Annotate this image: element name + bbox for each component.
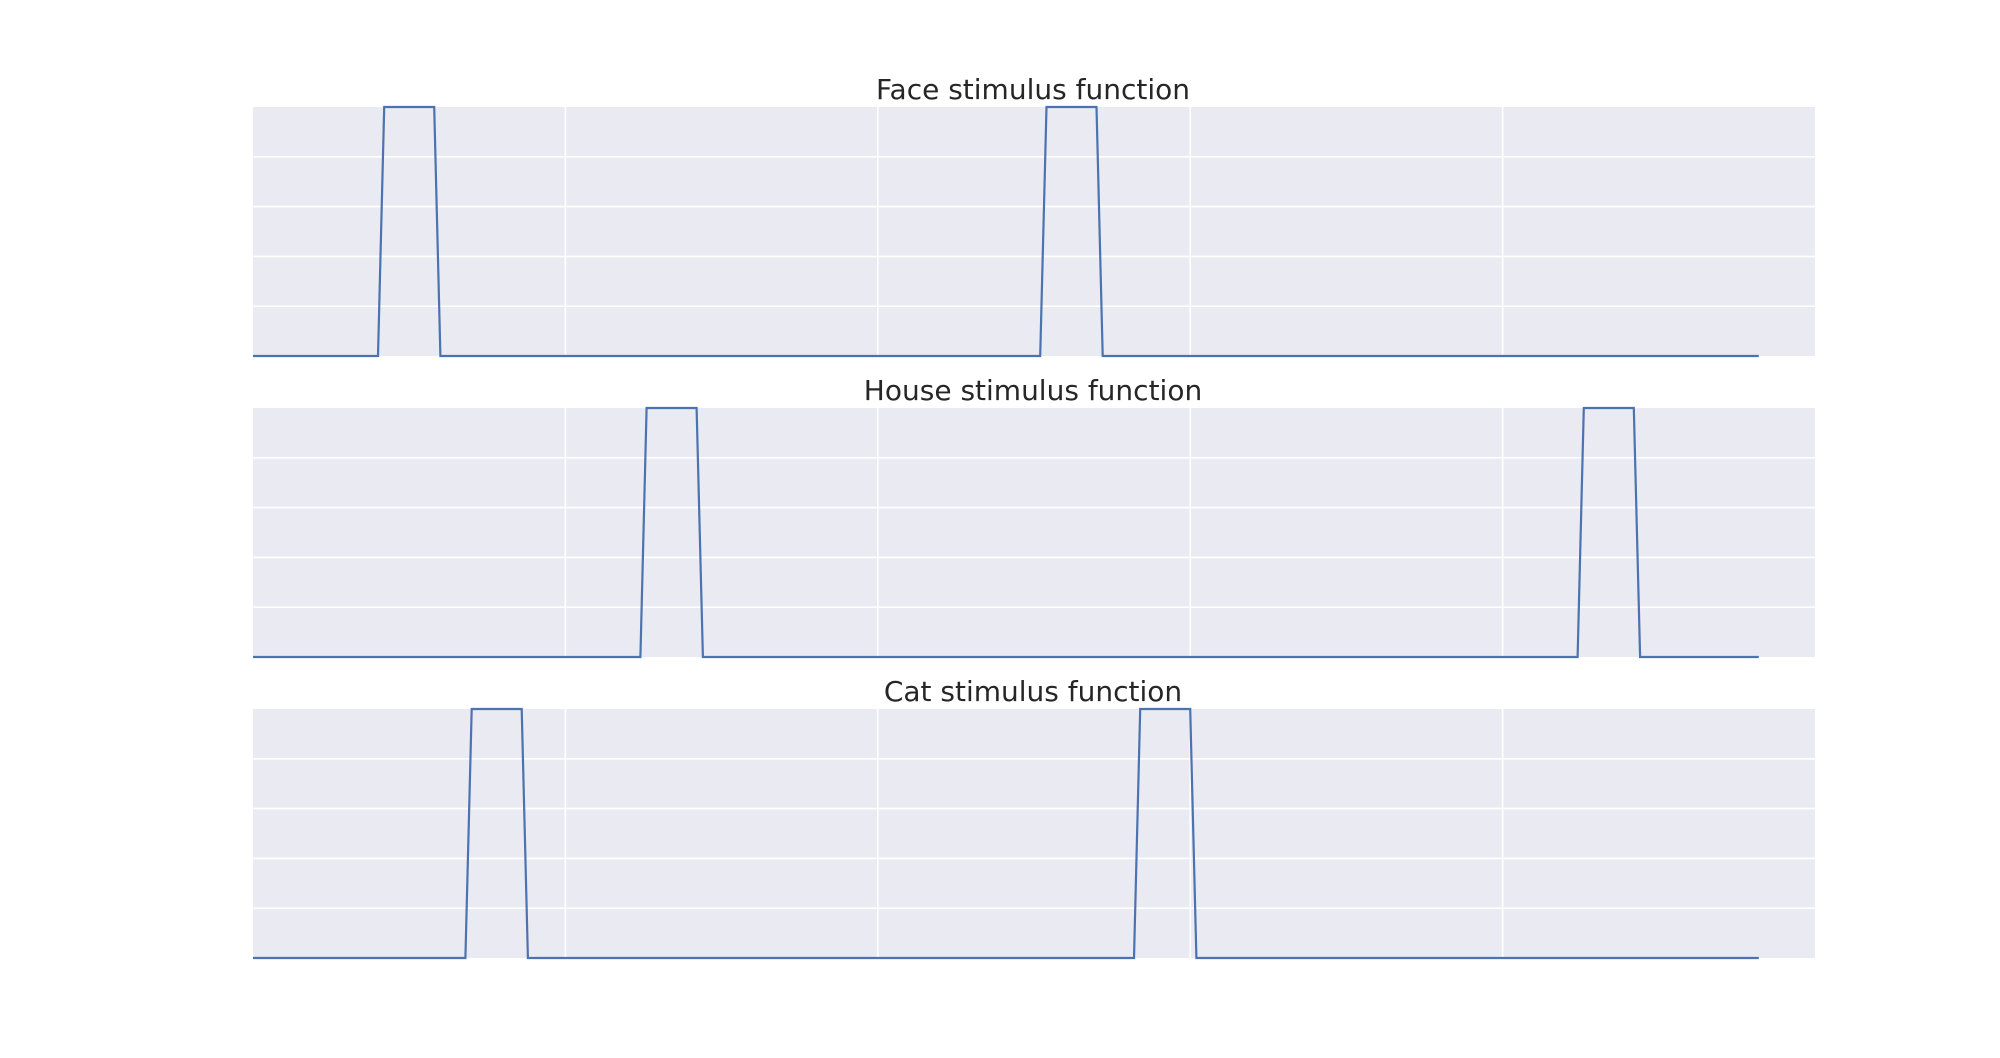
house-gridlines [253, 408, 1815, 657]
house-stimulus-panel: House stimulus function [253, 374, 1815, 659]
house-panel-title: House stimulus function [864, 374, 1202, 407]
cat-gridlines [253, 709, 1815, 958]
face-signal-line [253, 105, 1759, 358]
house-signal-line [253, 406, 1759, 659]
cat-stimulus-panel: Cat stimulus function [253, 675, 1815, 960]
house-axes-background [253, 408, 1815, 657]
face-axes-background [253, 107, 1815, 356]
cat-axes-background [253, 709, 1815, 958]
face-stimulus-panel: Face stimulus function [253, 73, 1815, 358]
cat-signal-line [253, 707, 1759, 960]
cat-panel-title: Cat stimulus function [884, 675, 1182, 708]
face-panel-title: Face stimulus function [876, 73, 1190, 106]
face-gridlines [253, 107, 1815, 356]
